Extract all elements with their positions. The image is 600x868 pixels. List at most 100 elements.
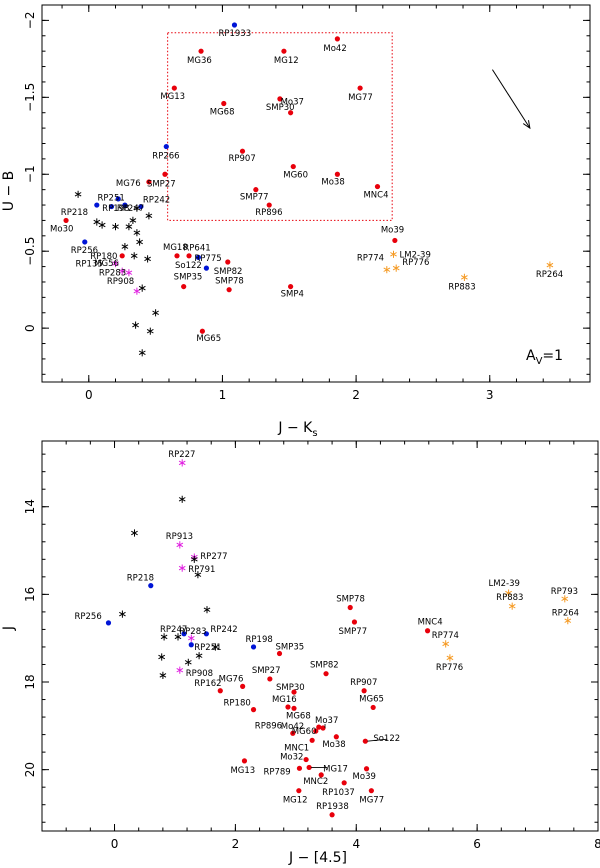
label-mg13: MG13 bbox=[230, 766, 255, 776]
mg12-dot bbox=[296, 788, 301, 793]
label-smp35: SMP35 bbox=[174, 273, 203, 283]
black-star bbox=[75, 191, 81, 198]
label-rp180: RP180 bbox=[224, 699, 251, 709]
x-tick-label: 0 bbox=[85, 388, 93, 402]
label-mg13: MG13 bbox=[160, 92, 185, 102]
black-star bbox=[146, 212, 152, 219]
label-rp774: RP774 bbox=[357, 254, 384, 264]
label-mg68: MG68 bbox=[286, 711, 311, 721]
rp775-dot bbox=[204, 266, 209, 271]
rp251-dot bbox=[189, 642, 194, 647]
label-smp77: SMP77 bbox=[240, 193, 269, 203]
x-tick-label: 4 bbox=[352, 837, 360, 851]
rp789-dot bbox=[297, 766, 302, 771]
label-smp27: SMP27 bbox=[252, 666, 281, 676]
black-star bbox=[139, 285, 145, 292]
y-tick-label: 20 bbox=[23, 762, 37, 777]
smp35-dot bbox=[181, 284, 186, 289]
black-star bbox=[99, 221, 105, 228]
mg13-dot bbox=[172, 85, 177, 90]
mg36-dot bbox=[198, 49, 203, 54]
mo30-dot bbox=[63, 218, 68, 223]
extinction-arrow bbox=[492, 70, 529, 128]
smp78-dot bbox=[348, 605, 353, 610]
mg65-dot bbox=[200, 329, 205, 334]
rp1933-dot bbox=[232, 22, 237, 27]
rp264-star bbox=[547, 262, 553, 269]
label-smp82: SMP82 bbox=[214, 267, 243, 277]
label-mg12: MG12 bbox=[274, 56, 299, 66]
label-mg17: MG17 bbox=[323, 764, 348, 774]
label-rp907: RP907 bbox=[350, 678, 377, 688]
label-rp896: RP896 bbox=[255, 721, 282, 731]
label-mg76: MG76 bbox=[116, 179, 141, 189]
label-rp242: RP242 bbox=[143, 196, 170, 206]
rp1037-dot bbox=[342, 780, 347, 785]
y-tick-label: 18 bbox=[23, 674, 37, 689]
black-star bbox=[126, 223, 132, 230]
mg76-dot bbox=[240, 684, 245, 689]
black-star bbox=[153, 309, 159, 316]
label-smp78: SMP78 bbox=[336, 595, 365, 605]
bottom-axis-ticks: 0 2 4 6 814161820 bbox=[23, 441, 600, 851]
label-smp4: SMP4 bbox=[281, 290, 304, 300]
black-star bbox=[160, 672, 166, 679]
label-mnc4: MNC4 bbox=[418, 618, 443, 628]
label-mg68: MG68 bbox=[210, 107, 235, 117]
rp1938-dot bbox=[329, 812, 334, 817]
so122-dot bbox=[186, 253, 191, 258]
bottom-y-axis-title: J bbox=[1, 626, 17, 631]
label-rp283: RP283 bbox=[99, 269, 126, 279]
label-rp776: RP776 bbox=[436, 663, 463, 673]
rp198-dot bbox=[251, 644, 256, 649]
mnc1-dot bbox=[310, 738, 315, 743]
y-tick-label: −0.5 bbox=[23, 237, 37, 266]
label-rp913: RP913 bbox=[166, 532, 193, 542]
top-data-points bbox=[63, 22, 553, 356]
rp256-dot bbox=[106, 620, 111, 625]
label-mg77: MG77 bbox=[359, 796, 384, 806]
rp776-star bbox=[393, 265, 399, 272]
label-mg76: MG76 bbox=[219, 674, 244, 684]
label-rp198: RP198 bbox=[102, 204, 129, 214]
bottom-x-axis-title: J − [4.5] bbox=[288, 850, 347, 866]
label-mo42: Mo42 bbox=[281, 722, 304, 732]
rp896-dot bbox=[267, 202, 272, 207]
mnc4-dot bbox=[425, 628, 430, 633]
smp77-dot bbox=[253, 187, 258, 192]
smp82-dot bbox=[225, 259, 230, 264]
x-tick-label: 8 bbox=[594, 837, 600, 851]
y-tick-label: −1 bbox=[23, 165, 37, 183]
black-star bbox=[131, 252, 137, 259]
rp227-star bbox=[179, 459, 185, 466]
mo39-dot bbox=[364, 766, 369, 771]
label-mo37: Mo37 bbox=[315, 716, 338, 726]
rp908-star bbox=[134, 288, 140, 295]
label-rp908: RP908 bbox=[186, 669, 213, 679]
label-rp218: RP218 bbox=[127, 574, 154, 584]
mnc4-dot bbox=[375, 184, 380, 189]
label-mo38: Mo38 bbox=[321, 177, 344, 187]
top-point-labels: MG65 SMP35 SMP78 SMP4 MG18 So122 SMP82 RP180 Mo3… bbox=[50, 29, 563, 344]
label-smp35: SMP35 bbox=[276, 643, 305, 653]
black-star bbox=[185, 659, 191, 666]
rp266-dot bbox=[164, 144, 169, 149]
rp774-star bbox=[443, 640, 449, 647]
mo39-dot bbox=[392, 238, 397, 243]
label-smp30: SMP30 bbox=[276, 683, 305, 693]
label-mo30: Mo30 bbox=[50, 224, 73, 234]
black-star bbox=[196, 652, 202, 659]
mg16-dot bbox=[285, 704, 290, 709]
smp4-dot bbox=[288, 284, 293, 289]
mg77-dot bbox=[369, 788, 374, 793]
rp908-star bbox=[177, 667, 183, 674]
mg12-dot bbox=[281, 49, 286, 54]
mo32-dot bbox=[304, 757, 309, 762]
black-star bbox=[139, 349, 145, 356]
rp907-dot bbox=[240, 149, 245, 154]
arrow-shaft bbox=[492, 70, 529, 128]
label-rp789: RP789 bbox=[263, 767, 290, 777]
arrow-label: AV=1 bbox=[526, 348, 563, 367]
mg68-dot bbox=[221, 101, 226, 106]
label-mo38: Mo38 bbox=[322, 740, 345, 750]
